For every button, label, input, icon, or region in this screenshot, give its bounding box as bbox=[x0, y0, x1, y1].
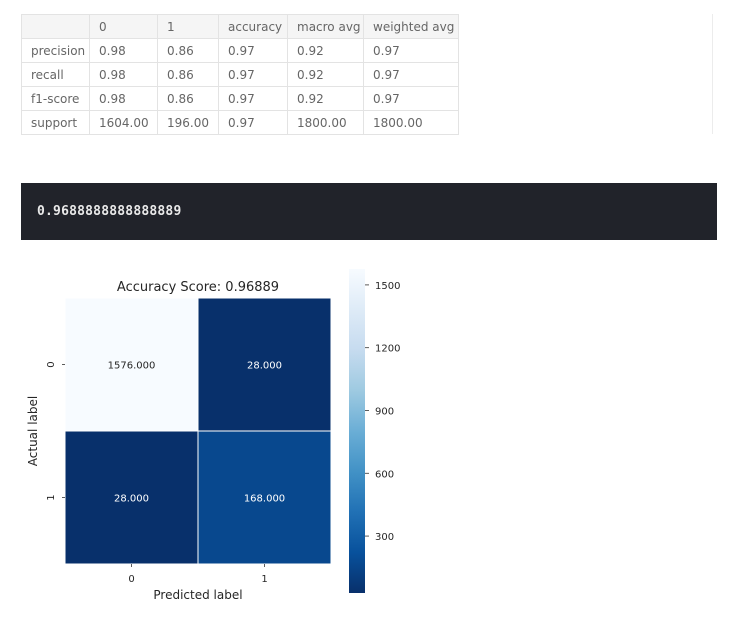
column-header: 1 bbox=[157, 14, 219, 39]
column-header: macro avg bbox=[287, 14, 364, 39]
table-cell: 0.97 bbox=[218, 38, 288, 63]
y-axis-label: Actual label bbox=[26, 396, 40, 466]
table-cell: 0.92 bbox=[287, 38, 364, 63]
table-cell: 0.97 bbox=[218, 110, 288, 135]
table-cell: 1800.00 bbox=[363, 110, 459, 135]
y-tick-label: 1 bbox=[46, 494, 57, 500]
heatmap-cell bbox=[197, 297, 332, 432]
table-cell: 196.00 bbox=[157, 110, 219, 135]
table-cell: 0.92 bbox=[287, 86, 364, 111]
table-row: recall 0.98 0.86 0.97 0.92 0.97 bbox=[21, 62, 459, 87]
x-tick-label: 1 bbox=[261, 574, 267, 585]
row-label: recall bbox=[21, 62, 90, 87]
column-header: weighted avg bbox=[363, 14, 459, 39]
table-cell: 0.86 bbox=[157, 86, 219, 111]
table-row: support 1604.00 196.00 0.97 1800.00 1800… bbox=[21, 110, 459, 135]
colorbar bbox=[349, 269, 365, 593]
table-cell: 0.97 bbox=[363, 86, 459, 111]
heatmap-cell-labels: 1576.000 28.000 28.000 168.000 bbox=[108, 361, 286, 505]
column-header: accuracy bbox=[218, 14, 288, 39]
cell-value-label: 28.000 bbox=[247, 361, 282, 372]
cell-value-label: 1576.000 bbox=[108, 361, 156, 372]
colorbar-tick-label: 600 bbox=[375, 469, 394, 480]
output-text: 0.9688888888888889 bbox=[37, 204, 182, 219]
table-cell: 0.98 bbox=[89, 62, 158, 87]
colorbar-ticks: 1500 1200 900 600 300 bbox=[365, 281, 400, 543]
output-area-divider bbox=[712, 14, 713, 134]
table-cell: 0.97 bbox=[363, 62, 459, 87]
table-cell: 0.86 bbox=[157, 38, 219, 63]
table-cell: 0.97 bbox=[218, 62, 288, 87]
table-row: f1-score 0.98 0.86 0.97 0.92 0.97 bbox=[21, 86, 459, 111]
table-cell: 0.97 bbox=[363, 38, 459, 63]
heatmap-cell bbox=[64, 297, 199, 432]
x-tick-label: 0 bbox=[128, 574, 134, 585]
cell-value-label: 168.000 bbox=[244, 494, 285, 505]
table-cell: 0.92 bbox=[287, 62, 364, 87]
x-axis-label: Predicted label bbox=[153, 588, 242, 602]
colorbar-tick-label: 1200 bbox=[375, 344, 400, 355]
row-label: precision bbox=[21, 38, 90, 63]
colorbar-tick-label: 300 bbox=[375, 532, 394, 543]
table-cell: 0.86 bbox=[157, 62, 219, 87]
y-tick-label: 0 bbox=[46, 361, 57, 367]
colorbar-tick-label: 900 bbox=[375, 406, 394, 417]
column-header: 0 bbox=[89, 14, 158, 39]
heatmap-cells bbox=[64, 297, 332, 565]
cell-output-block: 0.9688888888888889 bbox=[21, 183, 717, 240]
row-label: f1-score bbox=[21, 86, 90, 111]
row-label: support bbox=[21, 110, 90, 135]
table-cell: 1800.00 bbox=[287, 110, 364, 135]
classification-report-table: 0 1 accuracy macro avg weighted avg prec… bbox=[21, 14, 459, 135]
table-header-row: 0 1 accuracy macro avg weighted avg bbox=[21, 14, 459, 39]
table-cell: 0.98 bbox=[89, 86, 158, 111]
chart-title: Accuracy Score: 0.96889 bbox=[117, 280, 279, 295]
colorbar-tick-label: 1500 bbox=[375, 281, 400, 292]
cell-value-label: 28.000 bbox=[114, 494, 149, 505]
heatmap-cell bbox=[197, 430, 332, 565]
table-cell: 0.97 bbox=[218, 86, 288, 111]
table-row: precision 0.98 0.86 0.97 0.92 0.97 bbox=[21, 38, 459, 63]
table-cell: 0.98 bbox=[89, 38, 158, 63]
column-header bbox=[21, 14, 90, 39]
confusion-matrix-heatmap: Accuracy Score: 0.96889 1576.000 28.000 28… bbox=[26, 269, 400, 602]
y-axis-ticks: 01 bbox=[46, 361, 65, 501]
heatmap-cell bbox=[64, 430, 199, 565]
table-cell: 1604.00 bbox=[89, 110, 158, 135]
